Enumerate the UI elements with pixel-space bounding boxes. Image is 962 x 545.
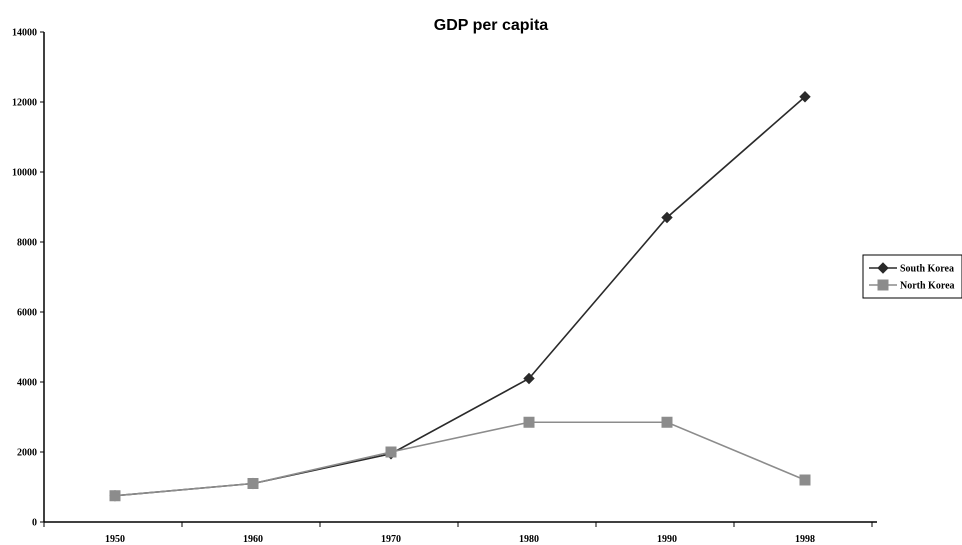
y-tick-label: 10000 [12,168,37,179]
y-tick-label: 4000 [17,378,37,389]
chart-title: GDP per capita [434,17,549,34]
data-point [523,372,535,385]
data-point [799,474,811,486]
legend-label: North Korea [900,281,955,292]
x-ticks: 1950 1960 1970 1980 1990 1998 [43,522,873,545]
legend-marker [877,279,889,291]
y-tick-label: 14000 [12,28,37,39]
data-point [661,416,673,428]
legend-items: South Korea North Korea [869,262,955,292]
legend: South Korea North Korea [862,254,962,299]
series-south-korea [109,91,811,502]
x-tick-label: 1960 [243,534,263,545]
data-point [799,91,811,103]
y-tick-label: 8000 [17,238,37,249]
data-point [109,490,121,502]
legend-marker [877,262,889,274]
y-tick-label: 2000 [17,448,37,459]
x-tick-label: 1998 [795,534,815,545]
x-tick-label: 1990 [657,534,677,545]
data-point [247,478,259,489]
legend-item: North Korea [869,279,955,292]
data-point [385,446,397,458]
data-point [661,211,673,224]
series-north-korea [109,416,811,502]
data-point [523,416,535,428]
legend-box [862,254,962,299]
plot-area: 0 2000 4000 6000 8000 10000 12000 14000 1950 196… [12,28,877,545]
y-tick-label: 12000 [12,98,37,109]
legend-label: South Korea [900,264,954,275]
y-tick-label: 0 [32,518,37,529]
y-tick-label: 6000 [17,308,37,319]
x-tick-label: 1970 [381,534,401,545]
x-tick-label: 1980 [519,534,539,545]
legend-item: South Korea [869,262,954,275]
series-layer [109,91,811,502]
y-ticks: 0 2000 4000 6000 8000 10000 12000 14000 [12,28,44,529]
series-line [114,421,806,497]
x-tick-label: 1950 [105,534,125,545]
